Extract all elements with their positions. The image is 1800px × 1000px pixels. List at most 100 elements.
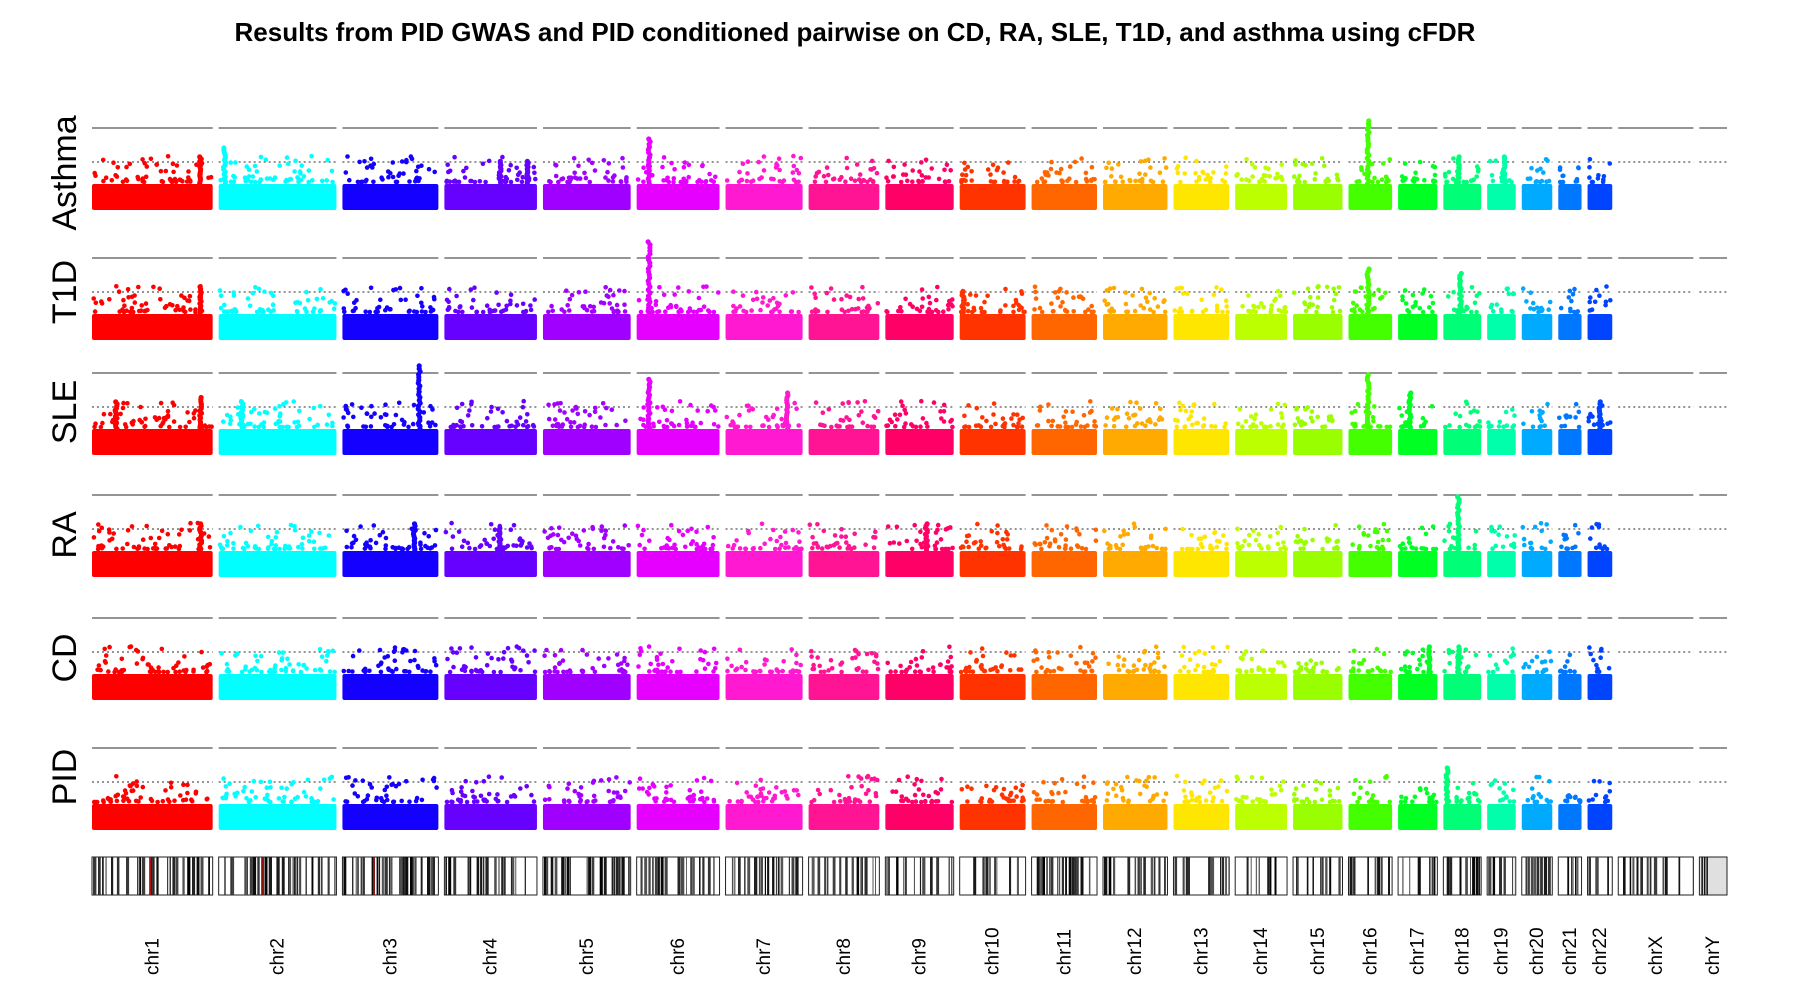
karyotype-chr10 <box>959 856 1027 896</box>
snp-point <box>762 662 767 667</box>
snp-point <box>623 669 628 675</box>
snp-point <box>1298 538 1303 543</box>
snp-point <box>1016 421 1021 426</box>
snp-point <box>450 650 456 655</box>
snp-band <box>444 184 537 210</box>
snp-point <box>1591 657 1596 663</box>
snp-point <box>1275 422 1281 427</box>
snp-point <box>514 303 520 308</box>
snp-point <box>774 667 779 672</box>
snp-point <box>1473 792 1479 797</box>
snp-point <box>1423 546 1429 552</box>
snp-point <box>420 304 425 309</box>
snp-point <box>520 174 525 180</box>
snp-point <box>1043 799 1048 804</box>
snp-point <box>656 662 661 667</box>
snp-point <box>739 664 744 670</box>
snp-point <box>969 169 974 174</box>
snp-point <box>114 798 120 804</box>
snp-point <box>796 792 801 798</box>
snp-point <box>661 178 666 183</box>
snp-point <box>1279 162 1284 167</box>
snp-point <box>451 664 456 670</box>
snp-point <box>865 309 870 315</box>
snp-point <box>129 524 135 529</box>
snp-point <box>498 669 503 675</box>
snp-point <box>653 302 659 308</box>
snp-point <box>1102 528 1107 534</box>
snp-point <box>1261 304 1267 310</box>
snp-point <box>758 777 763 783</box>
snp-point <box>1534 669 1540 675</box>
snp-point <box>583 175 589 181</box>
snp-point <box>514 644 520 649</box>
snp-point <box>176 532 182 537</box>
snp-point <box>430 407 435 412</box>
snp-point <box>935 284 940 290</box>
snp-point <box>1275 541 1281 547</box>
snp-point <box>1214 285 1219 290</box>
snp-point <box>963 172 969 178</box>
chromosome-label: chr9 <box>910 938 931 975</box>
snp-point <box>418 540 423 545</box>
snp-point <box>1104 165 1109 171</box>
snp-point <box>1463 647 1469 652</box>
snp-point <box>426 420 431 426</box>
snp-point <box>1531 306 1537 312</box>
snp-point <box>310 178 315 183</box>
snp-band <box>1348 804 1393 830</box>
snp-point <box>1329 305 1335 310</box>
snp-point <box>1359 167 1364 173</box>
snp-point <box>397 285 403 291</box>
snp-point <box>1235 421 1241 427</box>
snp-point <box>1606 665 1612 671</box>
snp-point <box>904 667 910 673</box>
snp-point <box>514 419 519 425</box>
snp-point <box>1327 788 1333 793</box>
snp-point <box>1471 408 1477 413</box>
snp-point <box>508 179 514 185</box>
snp-point <box>315 799 321 804</box>
snp-point <box>1034 179 1040 185</box>
snp-point <box>243 664 248 669</box>
snp-point <box>318 546 323 551</box>
snp-point <box>920 416 926 421</box>
snp-point <box>1119 787 1125 793</box>
snp-point <box>668 669 673 674</box>
snp-band <box>542 551 631 577</box>
snp-point <box>273 543 279 548</box>
snp-point <box>839 534 844 539</box>
snp-point <box>711 309 717 315</box>
snp-point <box>1399 174 1405 179</box>
snp-point <box>622 302 627 308</box>
snp-point <box>396 173 401 178</box>
snp-point <box>159 528 165 534</box>
snp-point <box>368 424 374 429</box>
snp-point <box>556 179 561 185</box>
snp-point <box>188 307 193 312</box>
snp-band <box>808 804 880 830</box>
snp-point <box>508 298 513 304</box>
snp-point <box>794 788 799 793</box>
snp-point <box>990 162 996 168</box>
snp-point <box>227 781 232 787</box>
snp-peak-point <box>197 154 203 160</box>
snp-point <box>671 179 676 185</box>
snp-point <box>317 530 322 536</box>
snp-point <box>794 406 799 412</box>
snp-point <box>143 301 149 306</box>
snp-point <box>760 300 765 305</box>
snp-point <box>461 538 467 544</box>
snp-point <box>1087 410 1093 415</box>
snp-point <box>1411 176 1417 181</box>
snp-point <box>1220 309 1225 315</box>
snp-point <box>696 307 702 313</box>
snp-point <box>1529 546 1535 552</box>
snp-point <box>371 161 377 167</box>
snp-point <box>147 669 153 674</box>
snp-point <box>698 648 703 653</box>
snp-point <box>1256 304 1261 310</box>
snp-point <box>970 669 976 674</box>
snp-point <box>868 167 873 172</box>
snp-point <box>254 309 260 315</box>
